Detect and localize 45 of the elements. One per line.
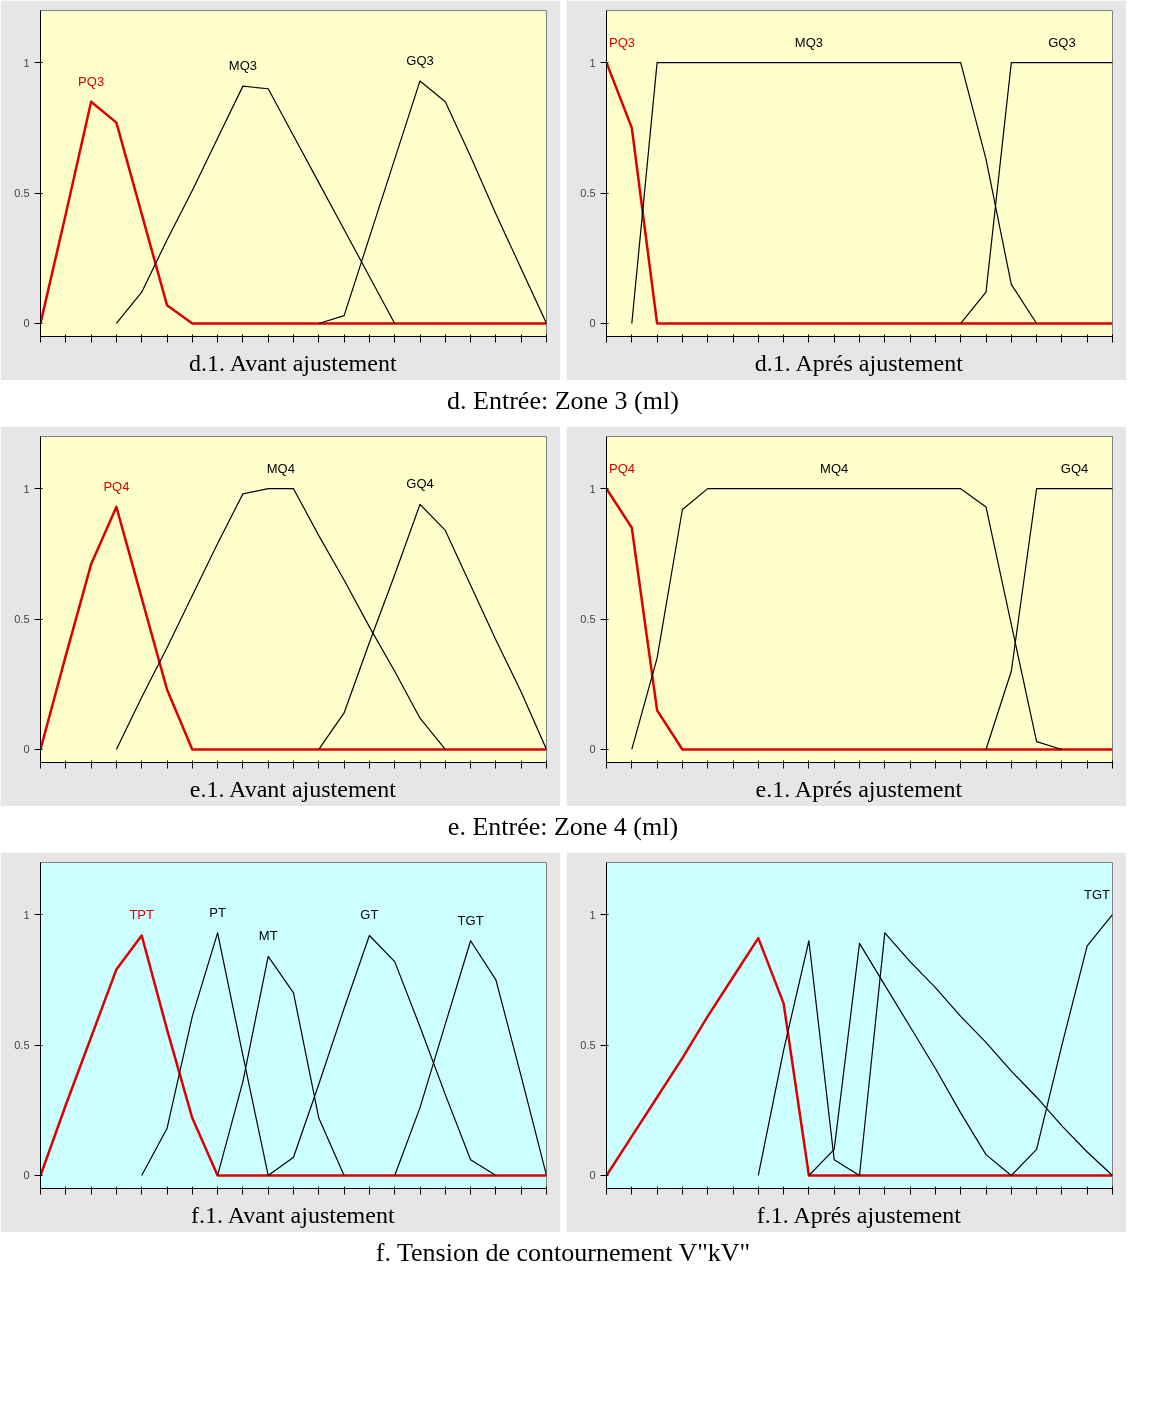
series-label: MT xyxy=(258,928,278,944)
series-label: TGT xyxy=(1083,886,1111,902)
series-label: PQ4 xyxy=(609,460,636,476)
y-tick-label: 0.5 xyxy=(580,187,596,200)
y-tick-label: 0.5 xyxy=(14,613,30,626)
y-tick-label: 1 xyxy=(23,56,30,69)
series-label: PQ3 xyxy=(609,34,636,50)
series-label: MQ3 xyxy=(794,34,823,50)
series-label: TGT xyxy=(457,912,484,928)
series-label: PQ4 xyxy=(103,478,130,494)
y-tick-label: 1 xyxy=(589,482,596,495)
series-label: MQ4 xyxy=(266,460,295,476)
series-label: GT xyxy=(360,907,379,923)
series-label: MQ4 xyxy=(820,460,849,476)
series-label: GQ4 xyxy=(406,476,434,492)
text: e.1. Aprés ajustement xyxy=(755,775,963,802)
y-tick-label: 1 xyxy=(589,908,596,921)
series-label: GQ4 xyxy=(1060,460,1089,476)
text: f.1. Avant ajustement xyxy=(191,1201,395,1228)
text: e.1. Avant ajustement xyxy=(189,775,397,802)
y-tick-label: 0.5 xyxy=(580,613,596,626)
y-tick-label: 0 xyxy=(589,743,596,756)
series-label: PQ3 xyxy=(78,73,105,89)
text: f.1. Aprés ajustement xyxy=(756,1201,962,1228)
y-tick-label: 1 xyxy=(23,908,30,921)
series-label: TPT xyxy=(129,907,155,923)
y-tick-label: 0.5 xyxy=(580,1039,596,1052)
text: d. Entrée: Zone 3 (ml) xyxy=(446,385,680,417)
series-label: GQ3 xyxy=(406,52,434,68)
y-tick-label: 0 xyxy=(589,317,596,330)
y-tick-label: 1 xyxy=(23,482,30,495)
y-tick-label: 1 xyxy=(589,56,596,69)
text: f. Tension de contournement V"kV" xyxy=(374,1237,752,1269)
y-tick-label: 0 xyxy=(23,1169,30,1182)
text: d.1. Avant ajustement xyxy=(189,349,397,376)
series-label: MQ3 xyxy=(228,58,257,74)
y-tick-label: 0 xyxy=(23,317,30,330)
y-tick-label: 0 xyxy=(589,1169,596,1182)
text: d.1. Aprés ajustement xyxy=(754,349,964,376)
series-label: PT xyxy=(209,904,226,920)
y-tick-label: 0.5 xyxy=(14,187,30,200)
y-tick-label: 0 xyxy=(23,743,30,756)
text: e. Entrée: Zone 4 (ml) xyxy=(446,811,680,843)
series-label: GQ3 xyxy=(1048,34,1076,50)
y-tick-label: 0.5 xyxy=(14,1039,30,1052)
